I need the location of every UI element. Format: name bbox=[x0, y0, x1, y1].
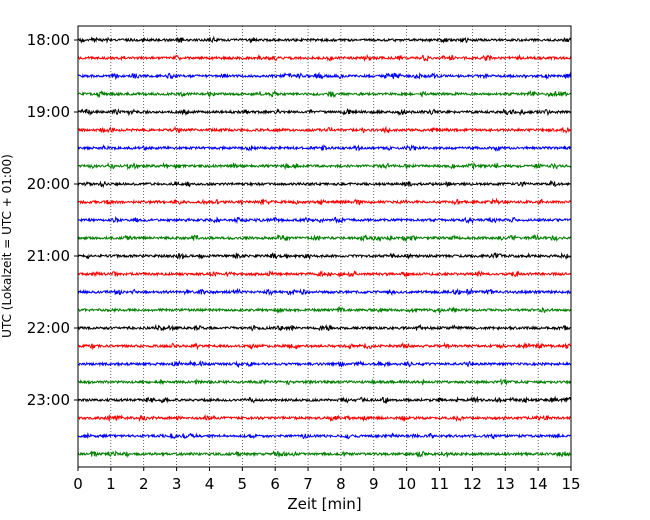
y-axis-label: UTC (Lokalzeit = UTC + 01:00) bbox=[0, 154, 14, 338]
x-tick-label: 14 bbox=[529, 475, 548, 493]
trace-12 bbox=[77, 233, 572, 243]
trace-4 bbox=[77, 89, 572, 99]
x-tick-label: 1 bbox=[106, 475, 116, 493]
trace-20 bbox=[77, 377, 572, 386]
trace-17 bbox=[77, 323, 572, 332]
trace-19 bbox=[77, 359, 572, 369]
trace-21 bbox=[77, 395, 572, 405]
y-tick-label: 22:00 bbox=[27, 319, 70, 337]
trace-23 bbox=[77, 432, 572, 440]
x-tick-label: 15 bbox=[561, 475, 580, 493]
trace-10 bbox=[77, 197, 572, 206]
x-tick-label: 11 bbox=[430, 475, 449, 493]
y-axis-ticks: 18:00 19:00 20:00 21:00 22:00 23:00 bbox=[27, 31, 78, 409]
trace-24 bbox=[77, 449, 572, 459]
trace-14 bbox=[77, 270, 572, 279]
x-tick-label: 7 bbox=[303, 475, 313, 493]
y-tick-label: 20:00 bbox=[27, 175, 70, 193]
trace-22 bbox=[77, 413, 572, 423]
trace-11 bbox=[77, 215, 572, 225]
trace-5 bbox=[77, 107, 572, 117]
trace-8 bbox=[77, 161, 572, 171]
plot-frame bbox=[77, 25, 572, 468]
x-tick-label: 8 bbox=[336, 475, 346, 493]
x-tick-label: 13 bbox=[496, 475, 515, 493]
x-tick-label: 9 bbox=[369, 475, 379, 493]
x-tick-label: 0 bbox=[73, 475, 83, 493]
x-axis-ticks: 0 1 2 3 4 5 6 7 8 9 10 11 12 13 14 15 bbox=[73, 467, 581, 493]
trace-18 bbox=[77, 341, 572, 351]
y-tick-label: 19:00 bbox=[27, 103, 70, 121]
y-tick-label: 21:00 bbox=[27, 247, 70, 265]
y-tick-label: 23:00 bbox=[27, 391, 70, 409]
x-tick-label: 3 bbox=[172, 475, 182, 493]
trace-15 bbox=[77, 287, 572, 297]
x-tick-label: 6 bbox=[270, 475, 280, 493]
x-tick-label: 10 bbox=[397, 475, 416, 493]
trace-16 bbox=[77, 305, 572, 315]
x-tick-label: 5 bbox=[238, 475, 248, 493]
x-tick-label: 4 bbox=[205, 475, 215, 493]
y-tick-label: 18:00 bbox=[27, 31, 70, 49]
trace-3 bbox=[77, 71, 572, 81]
trace-6 bbox=[77, 125, 572, 135]
trace-1 bbox=[77, 35, 572, 44]
seismic-traces bbox=[77, 35, 572, 459]
x-axis-label: Zeit [min] bbox=[287, 495, 361, 513]
trace-9 bbox=[77, 179, 572, 189]
x-tick-label: 2 bbox=[139, 475, 149, 493]
trace-7 bbox=[77, 144, 572, 152]
x-tick-label: 12 bbox=[463, 475, 482, 493]
trace-13 bbox=[77, 252, 572, 261]
trace-2 bbox=[77, 53, 572, 62]
